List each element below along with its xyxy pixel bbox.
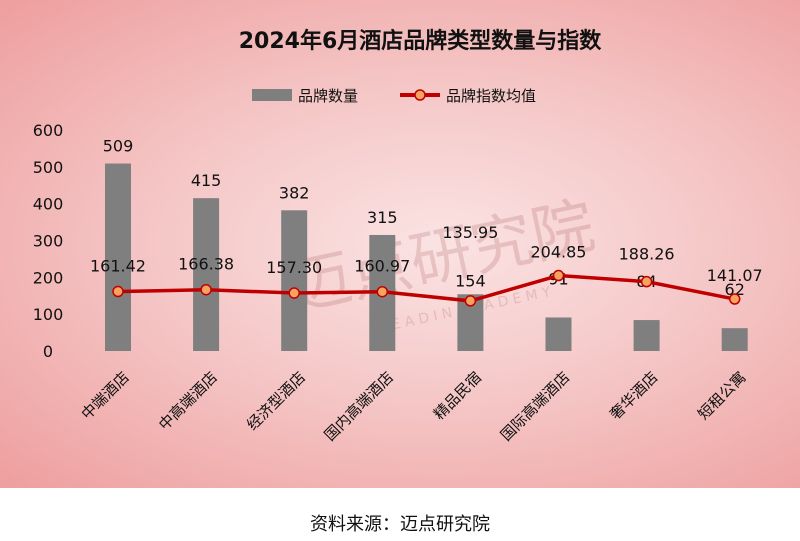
line-marker xyxy=(464,295,477,307)
x-tick-label: 中高端酒店 xyxy=(155,368,221,434)
x-tick-label: 经济型酒店 xyxy=(243,368,309,434)
chart-title: 2024年6月酒店品牌类型数量与指数 xyxy=(239,28,603,54)
bar-value-label: 62 xyxy=(725,280,745,299)
line-marker xyxy=(288,287,300,299)
line-marker xyxy=(728,293,741,305)
bar-value-label: 382 xyxy=(279,183,310,202)
legend: 品牌数量 品牌指数均值 xyxy=(252,87,536,105)
x-tick-label: 奢华酒店 xyxy=(606,368,661,423)
x-tick-label: 国内高端酒店 xyxy=(321,368,397,444)
bar xyxy=(545,317,572,351)
line-value-label: 204.85 xyxy=(531,243,587,262)
line-value-label: 135.95 xyxy=(442,223,498,242)
bar-value-label: 415 xyxy=(191,171,222,190)
watermark: 迈点研究院 M E A D I N A C A D E M Y xyxy=(282,188,600,336)
line-labels: 161.42 166.38 157.30 160.97 135.95 204.85 188.… xyxy=(90,223,763,285)
line-marker xyxy=(112,285,124,298)
line-series xyxy=(112,269,741,307)
legend-bar-swatch xyxy=(252,89,292,101)
bar xyxy=(281,210,308,351)
bar xyxy=(633,320,660,351)
bar-value-label: 154 xyxy=(455,271,486,290)
y-tick-label: 300 xyxy=(33,232,64,251)
chart: 迈点研究院 M E A D I N A C A D E M Y 2024年6月酒… xyxy=(33,28,763,444)
line-value-label: 160.97 xyxy=(354,257,410,276)
y-axis: 0 100 200 300 400 500 600 xyxy=(33,121,64,361)
legend-bar-label: 品牌数量 xyxy=(298,87,358,105)
y-tick-label: 0 xyxy=(43,342,53,361)
bar xyxy=(721,328,748,351)
index-line xyxy=(117,273,736,303)
bar-value-label: 315 xyxy=(367,208,398,227)
line-marker xyxy=(640,275,653,288)
line-marker xyxy=(552,269,565,282)
y-tick-label: 100 xyxy=(33,305,64,324)
y-tick-label: 200 xyxy=(33,268,64,287)
chart-background xyxy=(0,0,800,488)
x-tick-label: 短租公寓 xyxy=(694,368,749,423)
bar-series xyxy=(105,163,748,351)
line-marker xyxy=(376,285,389,298)
line-value-label: 166.38 xyxy=(178,255,234,274)
bar xyxy=(193,198,220,351)
x-tick-label: 精品民宿 xyxy=(430,368,485,423)
source-note: 资料来源：迈点研究院 xyxy=(310,514,490,535)
y-tick-label: 600 xyxy=(33,121,64,140)
line-marker xyxy=(200,283,212,296)
line-value-label: 157.30 xyxy=(266,258,322,277)
legend-line-label: 品牌指数均值 xyxy=(446,87,536,105)
x-axis: 中端酒店 中高端酒店 经济型酒店 国内高端酒店 精品民宿 国际高端酒店 奢华酒店 短租公寓 xyxy=(78,368,750,444)
bar-value-label: 509 xyxy=(103,137,134,156)
bar xyxy=(105,163,131,351)
y-tick-label: 400 xyxy=(33,195,64,214)
x-tick-label: 国际高端酒店 xyxy=(497,368,573,444)
line-value-label: 188.26 xyxy=(619,245,675,264)
line-value-label: 141.07 xyxy=(707,266,763,285)
legend-line-marker xyxy=(414,89,426,101)
line-value-label: 161.42 xyxy=(90,257,146,276)
x-tick-label: 中端酒店 xyxy=(78,368,133,423)
y-tick-label: 500 xyxy=(33,158,64,177)
